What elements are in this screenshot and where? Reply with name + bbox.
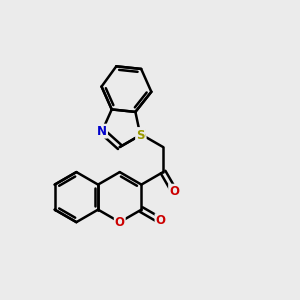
Text: S: S (136, 129, 145, 142)
Text: O: O (169, 185, 179, 198)
Text: S: S (137, 128, 146, 141)
Text: O: O (155, 214, 166, 227)
Text: N: N (97, 124, 107, 138)
Text: O: O (115, 216, 125, 229)
